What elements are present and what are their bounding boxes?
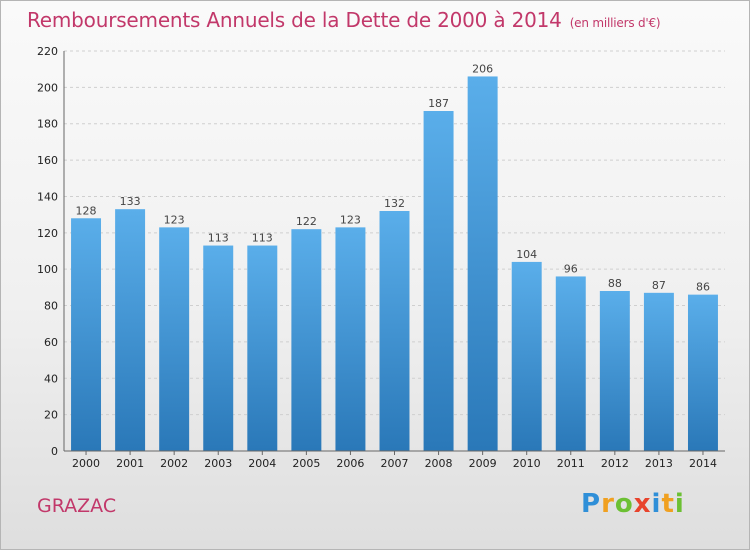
bar	[555, 276, 586, 451]
x-tick-label: 2005	[292, 457, 320, 470]
x-tick-label: 2011	[557, 457, 585, 470]
x-tick-label: 2002	[160, 457, 188, 470]
bar-value-label: 132	[384, 197, 405, 210]
x-tick-label: 2014	[689, 457, 717, 470]
y-tick-label: 120	[37, 227, 58, 240]
city-name: GRAZAC	[37, 495, 117, 517]
proxiti-logo: Proxiti	[581, 489, 685, 519]
y-tick-label: 220	[37, 45, 58, 58]
y-tick-label: 80	[44, 300, 58, 313]
bar	[247, 245, 278, 451]
bar	[291, 229, 322, 451]
bar	[379, 211, 410, 451]
bar	[643, 292, 674, 451]
x-tick-label: 2007	[381, 457, 409, 470]
bar	[159, 227, 190, 451]
chart-title-text: Remboursements Annuels de la Dette de 20…	[27, 8, 562, 32]
bar-value-label: 88	[608, 277, 622, 290]
bar	[423, 111, 454, 451]
x-tick-label: 2001	[116, 457, 144, 470]
logo-letter: t	[661, 489, 675, 519]
bar	[467, 76, 498, 452]
y-tick-label: 0	[51, 445, 58, 458]
y-tick-label: 140	[37, 190, 58, 203]
logo-letter: r	[601, 489, 615, 519]
bar-value-label: 104	[516, 248, 537, 261]
bar-value-label: 113	[208, 232, 229, 245]
x-tick-label: 2000	[72, 457, 100, 470]
x-tick-label: 2004	[248, 457, 276, 470]
bar-value-label: 86	[696, 281, 710, 294]
x-tick-label: 2003	[204, 457, 232, 470]
x-tick-label: 2012	[601, 457, 629, 470]
y-tick-label: 200	[37, 81, 58, 94]
chart-title: Remboursements Annuels de la Dette de 20…	[27, 8, 661, 32]
bar	[599, 291, 630, 451]
bar	[115, 209, 146, 451]
x-tick-label: 2006	[336, 457, 364, 470]
x-tick-label: 2013	[645, 457, 673, 470]
y-tick-label: 160	[37, 154, 58, 167]
bars: 128 133 123 113 113 122 123 132 187 206 104 96 88 87 8…	[71, 62, 718, 452]
x-tick-label: 2009	[469, 457, 497, 470]
bar-chart: 128 133 123 113 113 122 123 132 187 206 104 96 88 87 8…	[37, 45, 725, 470]
bar-value-label: 96	[564, 262, 578, 275]
bar-value-label: 123	[340, 213, 361, 226]
bar-value-label: 122	[296, 215, 317, 228]
x-tick-label: 2008	[425, 457, 453, 470]
logo-letter: o	[614, 489, 634, 519]
logo-letter: x	[633, 489, 652, 519]
y-tick-label: 60	[44, 336, 58, 349]
bar	[687, 294, 718, 451]
axes: 0 20 40 60 80 100 120 140 160 180 200 220 2000 2001 20…	[37, 45, 725, 470]
bar	[511, 261, 542, 451]
bar-value-label: 187	[428, 97, 449, 110]
bar-value-label: 87	[652, 279, 666, 292]
bar	[71, 218, 102, 451]
y-tick-label: 180	[37, 118, 58, 131]
y-tick-label: 100	[37, 263, 58, 276]
bar-value-label: 206	[472, 62, 493, 75]
bar	[335, 227, 366, 451]
logo-letter: P	[581, 489, 602, 519]
bar-value-label: 128	[76, 204, 97, 217]
x-tick-label: 2010	[513, 457, 541, 470]
chart-subtitle: (en milliers d'€)	[569, 16, 661, 30]
y-tick-label: 20	[44, 409, 58, 422]
logo-letter: i	[651, 489, 662, 519]
y-tick-label: 40	[44, 372, 58, 385]
bar-value-label: 133	[120, 195, 141, 208]
bar-value-label: 113	[252, 232, 273, 245]
bar-value-label: 123	[164, 213, 185, 226]
logo-letter: i	[674, 489, 685, 519]
bar	[203, 245, 234, 451]
